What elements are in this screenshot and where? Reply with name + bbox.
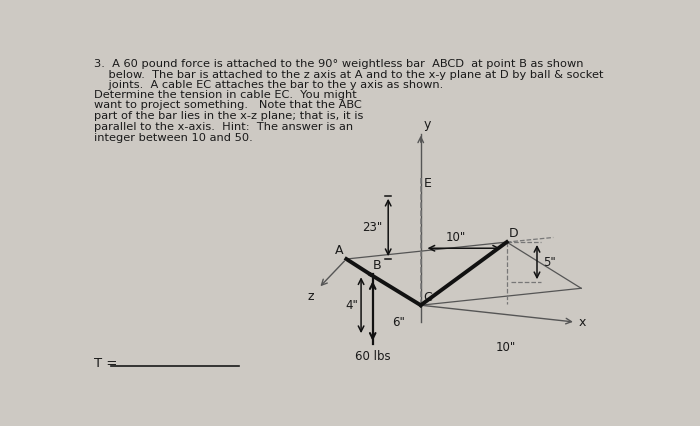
Text: T =: T = xyxy=(94,357,117,370)
Text: 23": 23" xyxy=(362,221,382,234)
Text: joints.  A cable EC attaches the bar to the y axis as shown.: joints. A cable EC attaches the bar to t… xyxy=(94,81,443,90)
Text: x: x xyxy=(579,317,586,329)
Text: below.  The bar is attached to the z axis at A and to the x-y plane at D by ball: below. The bar is attached to the z axis… xyxy=(94,69,603,80)
Text: E: E xyxy=(424,177,432,190)
Text: B: B xyxy=(372,259,382,272)
Text: 6": 6" xyxy=(393,316,405,329)
Text: part of the bar lies in the x-z plane; that is, it is: part of the bar lies in the x-z plane; t… xyxy=(94,111,363,121)
Text: z: z xyxy=(307,290,314,303)
Text: 5": 5" xyxy=(543,256,556,269)
Text: parallel to the x-axis.  Hint:  The answer is an: parallel to the x-axis. Hint: The answer… xyxy=(94,122,353,132)
Text: 3.  A 60 pound force is attached to the 90° weightless bar  ABCD  at point B as : 3. A 60 pound force is attached to the 9… xyxy=(94,59,583,69)
Text: Determine the tension in cable EC.  You might: Determine the tension in cable EC. You m… xyxy=(94,89,356,100)
Text: 60 lbs: 60 lbs xyxy=(355,350,391,363)
Text: C: C xyxy=(423,291,432,304)
Text: y: y xyxy=(424,118,431,131)
Text: D: D xyxy=(508,227,518,240)
Text: A: A xyxy=(335,244,343,257)
Text: 10": 10" xyxy=(445,231,466,245)
Text: 4": 4" xyxy=(346,299,358,312)
Text: want to project something.   Note that the ABC: want to project something. Note that the… xyxy=(94,101,361,110)
Text: integer between 10 and 50.: integer between 10 and 50. xyxy=(94,133,253,143)
Text: 10": 10" xyxy=(496,341,516,354)
